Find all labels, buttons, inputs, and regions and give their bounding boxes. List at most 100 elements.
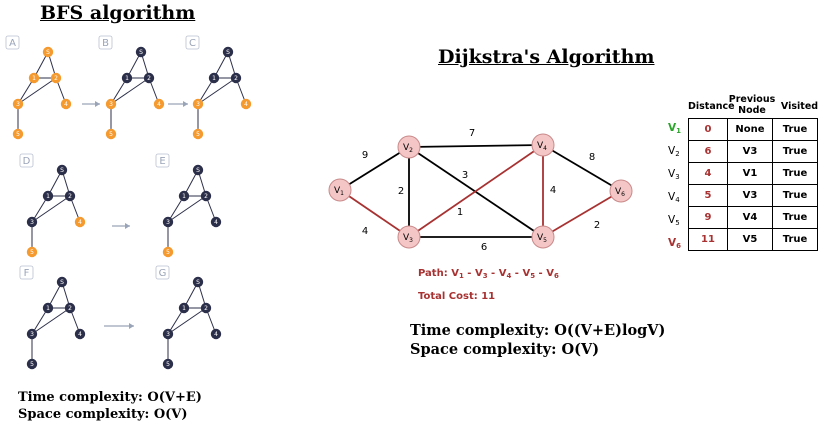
panel-label: F xyxy=(24,268,30,279)
bfs-edge xyxy=(167,195,207,223)
edge-weight: 4 xyxy=(550,185,556,196)
row-label-v6: V6 xyxy=(668,237,682,250)
edge-weight: 3 xyxy=(462,170,468,181)
bfs-node-label: 2 xyxy=(68,193,72,200)
bfs-node-5 xyxy=(26,358,38,370)
table-row: 9 V4 True xyxy=(688,206,818,229)
bfs-node-2 xyxy=(200,190,212,202)
bfs-node-label: 2 xyxy=(54,75,58,82)
bfs-node-label: S xyxy=(196,279,200,286)
bfs-node-label: 4 xyxy=(214,331,218,338)
bfs-node-label: 3 xyxy=(166,219,170,226)
bfs-node-2 xyxy=(143,72,155,84)
bfs-node-label: 2 xyxy=(147,75,151,82)
bfs-node-label: S xyxy=(60,279,64,286)
dijkstra-graph: 9 4 7 2 3 1 6 4 8 2 V1 V2 V3 V4 V5 V6 xyxy=(328,128,633,253)
bfs-node-label: 4 xyxy=(78,219,82,226)
bfs-node-4 xyxy=(240,98,252,110)
graph-node-label: V3 xyxy=(403,233,413,244)
graph-node-v2 xyxy=(397,135,421,159)
bfs-node-1 xyxy=(42,190,54,202)
bfs-node-label: 5 xyxy=(30,249,34,256)
panel-label: E xyxy=(159,156,165,167)
graph-node-v6 xyxy=(609,179,633,203)
panel-label: D xyxy=(23,156,31,167)
edge-weight: 7 xyxy=(469,128,475,139)
panel-label: C xyxy=(189,38,196,49)
path-separator: - xyxy=(535,268,547,279)
graph-node-v1 xyxy=(328,178,352,202)
bfs-node-2 xyxy=(64,302,76,314)
bfs-node-5 xyxy=(12,128,24,140)
path-separator: - xyxy=(463,268,475,279)
bfs-node-label: S xyxy=(60,167,64,174)
panel-label-box xyxy=(185,35,200,50)
path-node: V4 xyxy=(498,268,512,280)
bfs-node-5 xyxy=(105,128,117,140)
bfs-panel-b: B S 1 2 3 4 5 xyxy=(98,35,165,140)
bfs-title: BFS algorithm xyxy=(40,2,196,24)
bfs-node-label: 4 xyxy=(214,219,218,226)
row-label-v1: V1 xyxy=(668,122,682,135)
bfs-node-label: S xyxy=(226,49,230,56)
previous-node-cell: V3 xyxy=(727,184,773,207)
bfs-edge xyxy=(167,307,207,335)
bfs-node-s xyxy=(222,46,234,58)
path-node: V3 xyxy=(474,268,488,280)
graph-edge-5 xyxy=(408,144,544,238)
bfs-node-s xyxy=(56,164,68,176)
bfs-node-s xyxy=(135,46,147,58)
panel-label: A xyxy=(9,38,16,49)
bfs-panel-c: C S 1 2 3 4 5 xyxy=(185,35,252,140)
graph-node-label: V5 xyxy=(537,233,547,244)
edge-weight: 4 xyxy=(362,226,368,237)
row-label-v5: V5 xyxy=(668,214,680,227)
bfs-node-label: 1 xyxy=(182,193,186,200)
bfs-node-label: 4 xyxy=(157,101,161,108)
bfs-panel-f: F S 1 2 3 4 5 xyxy=(19,265,86,370)
bfs-node-label: 1 xyxy=(32,75,36,82)
table-row: 11 V5 True xyxy=(688,228,818,251)
distance-cell: 0 xyxy=(688,118,728,141)
panel-arrowhead-0 xyxy=(95,101,100,107)
distance-table: 0 None True 6 V3 True 4 V1 True 5 V3 True 9 V4 True 11 V… xyxy=(688,118,818,251)
table-row: 6 V3 True xyxy=(688,140,818,163)
panel-arrowhead-2 xyxy=(125,223,130,229)
path-node: V5 xyxy=(522,268,536,280)
bfs-space-complexity: Space complexity: O(V) xyxy=(18,407,188,422)
distance-cell: 4 xyxy=(688,162,728,185)
distance-table-body: 0 None True 6 V3 True 4 V1 True 5 V3 True 9 V4 True 11 V… xyxy=(688,118,818,251)
bfs-edge xyxy=(31,307,71,335)
previous-node-cell: V4 xyxy=(727,206,773,229)
graph-edge-0 xyxy=(339,146,410,191)
header-visited: Visited xyxy=(780,101,819,112)
distance-cell: 5 xyxy=(688,184,728,207)
bfs-node-3 xyxy=(12,98,24,110)
bfs-node-3 xyxy=(26,216,38,228)
panel-label: B xyxy=(102,38,109,49)
visited-cell: True xyxy=(772,118,818,141)
bfs-node-label: 4 xyxy=(78,331,82,338)
row-label-v3: V3 xyxy=(668,168,680,181)
bfs-node-label: 4 xyxy=(244,101,248,108)
bfs-node-label: 5 xyxy=(166,361,170,368)
bfs-node-label: 1 xyxy=(46,305,50,312)
bfs-node-3 xyxy=(162,216,174,228)
path-separator: - xyxy=(487,268,499,279)
panel-label-box xyxy=(155,265,170,280)
table-row: 0 None True xyxy=(688,118,818,141)
graph-node-v3 xyxy=(397,225,421,249)
graph-edge-2 xyxy=(408,144,544,148)
dijkstra-path: Path: V1 - V3 - V4 - V5 - V6 xyxy=(418,268,559,280)
edge-weight: 9 xyxy=(362,150,368,161)
bfs-node-2 xyxy=(64,190,76,202)
bfs-node-label: 5 xyxy=(196,131,200,138)
bfs-node-5 xyxy=(162,246,174,258)
visited-cell: True xyxy=(772,206,818,229)
bfs-edge xyxy=(197,77,237,105)
bfs-edge xyxy=(17,77,57,105)
distance-cell: 6 xyxy=(688,140,728,163)
previous-node-cell: None xyxy=(727,118,773,141)
dijkstra-total-cost: Total Cost: 11 xyxy=(418,291,496,302)
bfs-node-2 xyxy=(230,72,242,84)
